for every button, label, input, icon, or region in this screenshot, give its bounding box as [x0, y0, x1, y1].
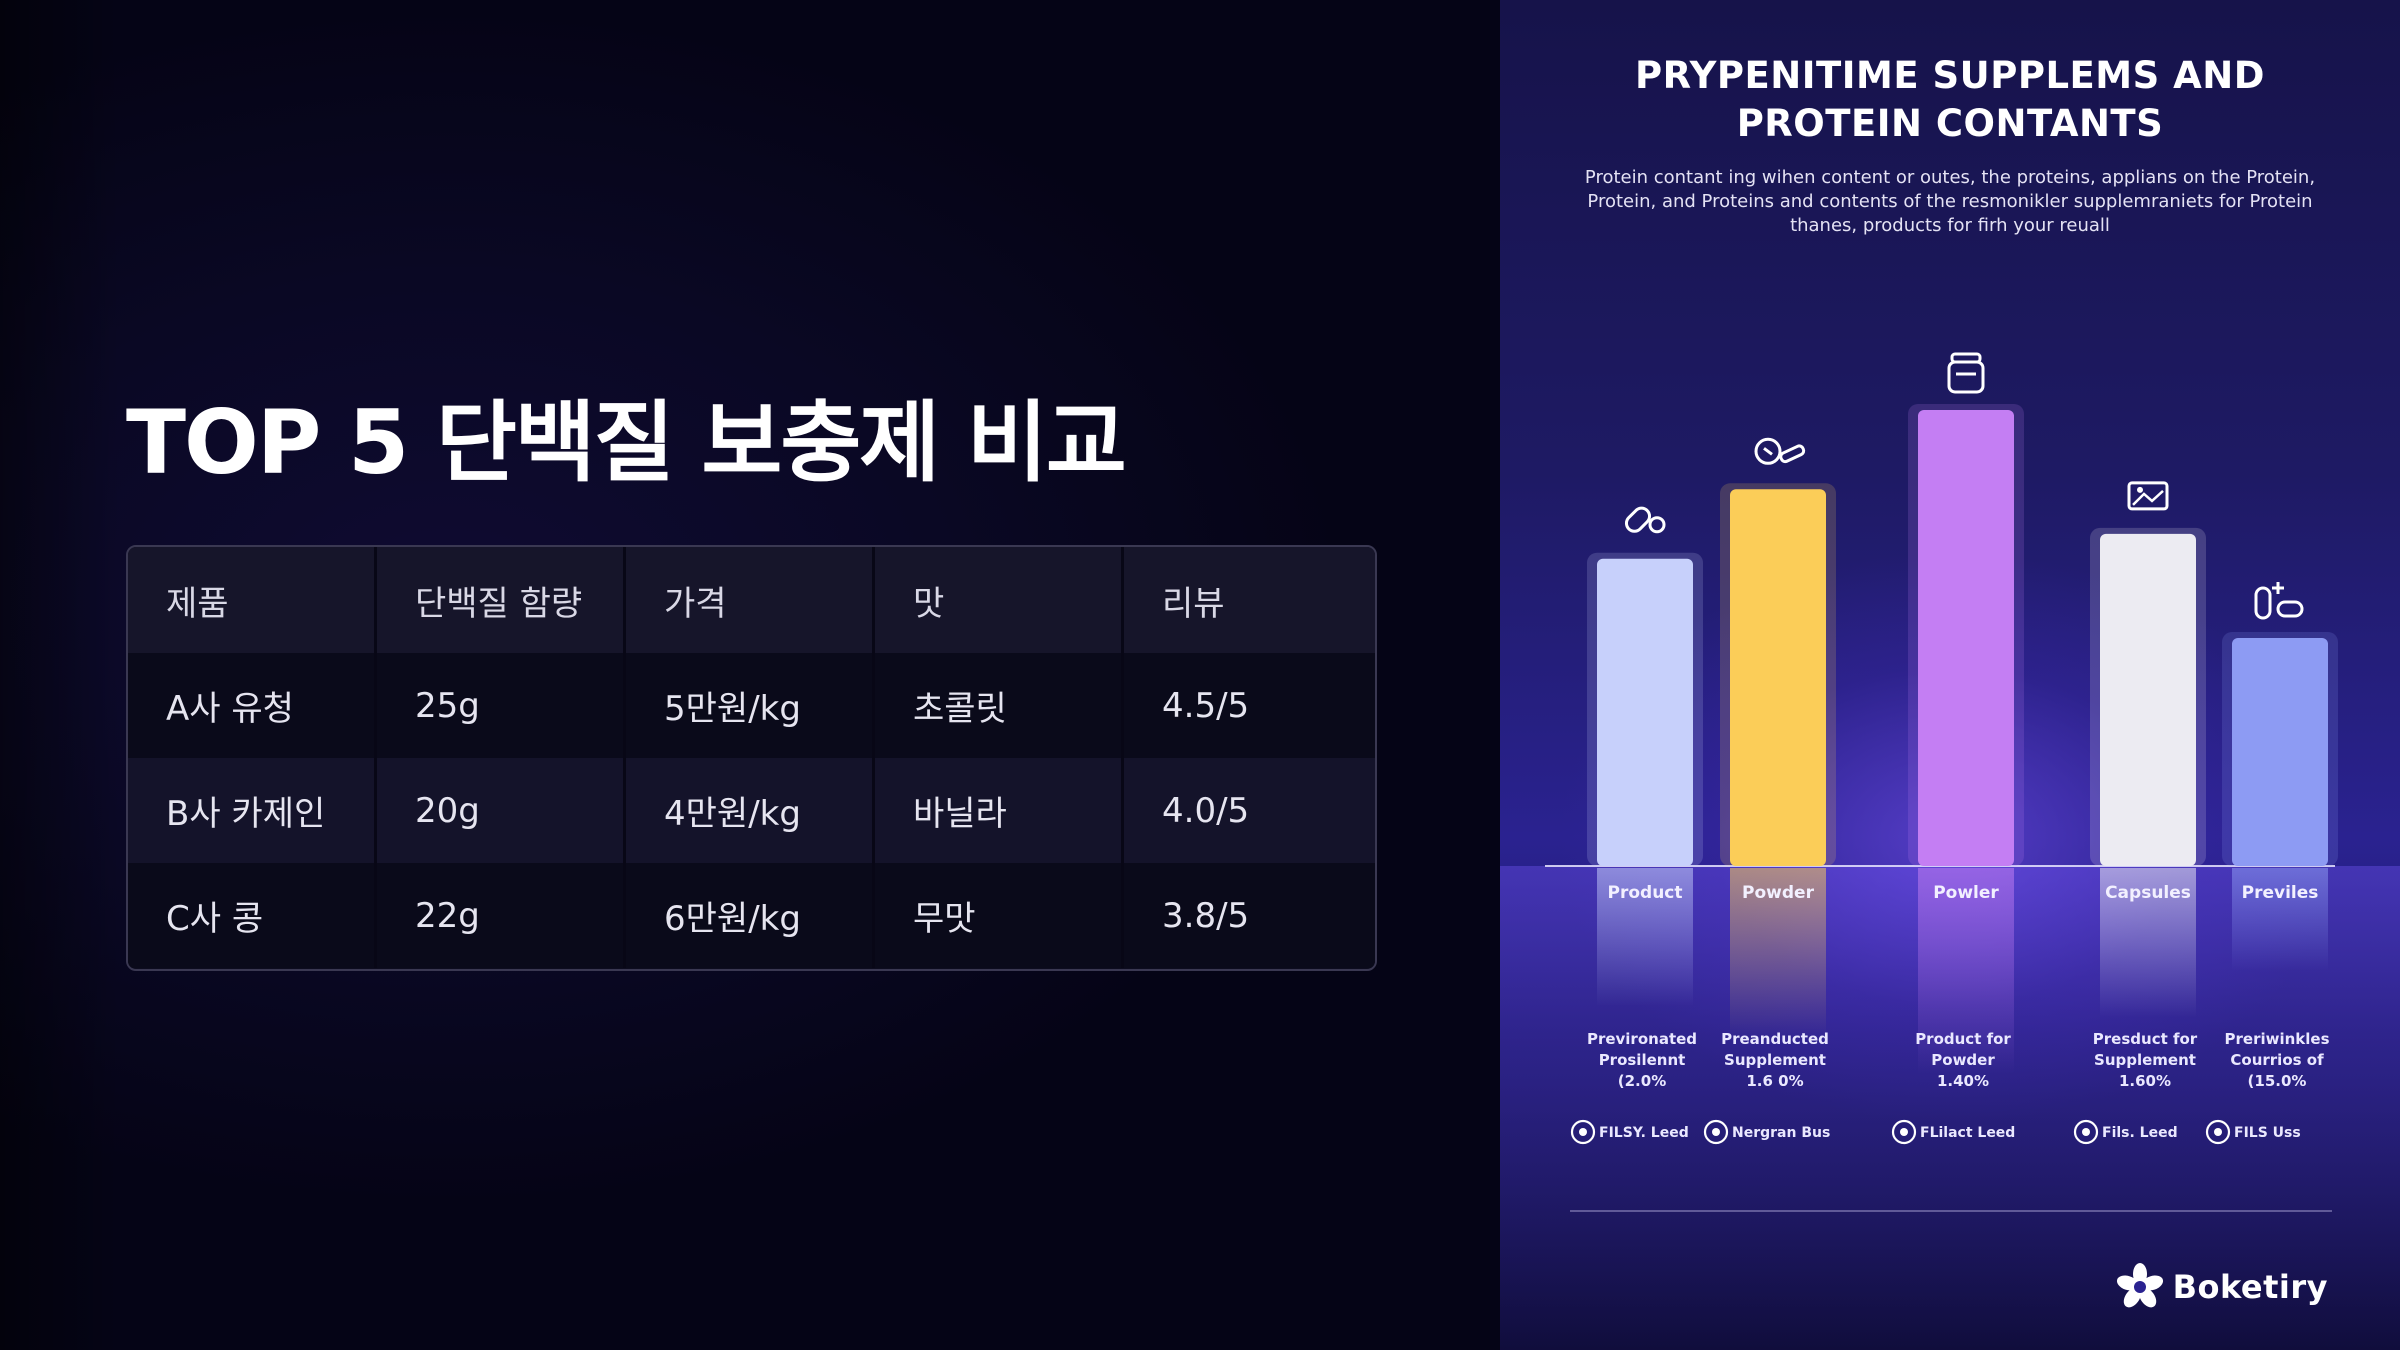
- flower-logo-icon: [2116, 1263, 2163, 1308]
- protein-bar-chart: Product Previronated Prosilennt (2.0% FILSY.…: [1545, 352, 2338, 1145]
- table-cell: 22g: [377, 863, 626, 968]
- table-cell: 6만원/kg: [626, 863, 875, 968]
- bar-reflection: [2232, 868, 2328, 971]
- table-cell: 20g: [377, 758, 626, 863]
- leaf-badge-icon: [2073, 1119, 2099, 1145]
- bar-description: 1.60%: [2119, 1072, 2171, 1090]
- bar-description: Prosilennt: [1599, 1051, 1686, 1069]
- bar-description: (2.0%: [1618, 1072, 1666, 1090]
- table-cell: 무맛: [875, 863, 1124, 968]
- category-label: Capsules: [2105, 883, 2191, 903]
- table-cell: 4만원/kg: [626, 758, 875, 863]
- footnote-label: FILSY. Leed: [1599, 1125, 1689, 1141]
- bottom-divider: [1570, 1210, 2332, 1212]
- comparison-table: 제품 단백질 함량 가격 맛 리뷰 A사 유청 25g 5만원/kg 초콜릿 4…: [126, 545, 1377, 971]
- bar-description: Supplement: [1724, 1051, 1826, 1069]
- table-row: C사 콩 22g 6만원/kg 무맛 3.8/5: [128, 863, 1375, 968]
- infographic-title-line: PRYPENITIME SUPPLEMS AND: [1635, 54, 2265, 97]
- protein-jar-icon: [1947, 352, 1985, 394]
- table-cell: C사 콩: [128, 863, 377, 968]
- box-badge-icon: [2205, 1119, 2231, 1145]
- table-header-row: 제품 단백질 함량 가격 맛 리뷰: [128, 547, 1375, 653]
- category-label: Previles: [2242, 883, 2319, 903]
- table-cell: 3.8/5: [1162, 895, 1250, 936]
- bar-reflection: [2100, 868, 2196, 1018]
- category-label: Powder: [1742, 883, 1815, 903]
- bar-description: Courrios of: [2230, 1051, 2324, 1069]
- chart-bar: [1918, 410, 2014, 866]
- table-cell: 바닐라: [875, 758, 1124, 863]
- bar-description: 1.40%: [1937, 1072, 1989, 1090]
- user-icon: [1703, 1119, 1729, 1145]
- pill-icon: [1624, 506, 1666, 534]
- footnote-label: Fils. Leed: [2102, 1125, 2178, 1141]
- table-header-cell: 제품: [128, 547, 377, 653]
- table-cell: 4.0/5: [1162, 790, 1250, 831]
- category-label: Product: [1608, 883, 1683, 903]
- table-header-cell: 단백질 함량: [377, 547, 626, 653]
- add-pill-icon: [2254, 582, 2304, 620]
- footnote-label: FLilact Leed: [1920, 1125, 2015, 1141]
- table-row: A사 유청 25g 5만원/kg 초콜릿 4.5/5: [128, 653, 1375, 758]
- footnote-label: Nergran Bus: [1732, 1125, 1830, 1141]
- table-cell: 25g: [377, 653, 626, 758]
- bar-reflection: [1730, 868, 1826, 1038]
- bar-description: Previronated: [1587, 1030, 1697, 1048]
- brand-logo: Boketiry: [2115, 1262, 2328, 1312]
- category-label: Powler: [1933, 883, 1999, 903]
- infographic-subtitle: Protein contant ing wihen content or out…: [1584, 167, 2316, 236]
- image-frame-icon: [2127, 481, 2169, 511]
- bar-reflection: [1918, 868, 2014, 1074]
- bar-description: Powder: [1931, 1051, 1995, 1069]
- bar-description: (15.0%: [2248, 1072, 2307, 1090]
- table-header-cell: 가격: [626, 547, 875, 653]
- table-cell: 4.5/5: [1162, 685, 1250, 726]
- chart-bar: [2232, 638, 2328, 866]
- bar-description: Preanducted: [1721, 1030, 1829, 1048]
- measuring-cup-icon: [1754, 437, 1806, 465]
- table-cell: 초콜릿: [875, 653, 1124, 758]
- chart-bar: [2100, 533, 2196, 866]
- footnote-label: FILS Uss: [2234, 1125, 2301, 1141]
- left-panel: TOP 5 단백질 보충제 비교 제품 단백질 함량 가격 맛 리뷰 A사 유청…: [0, 0, 1500, 1350]
- table-cell: 5만원/kg: [626, 653, 875, 758]
- star-badge-icon: [1891, 1119, 1917, 1145]
- infographic-title: PRYPENITIME SUPPLEMS AND PROTEIN CONTANT…: [1500, 52, 2400, 148]
- table-row: B사 카제인 20g 4만원/kg 바닐라 4.0/5: [128, 758, 1375, 863]
- table-header-cell: 리뷰: [1162, 583, 1225, 624]
- bar-description: Product for: [1915, 1030, 2011, 1048]
- table-header-cell: 맛: [875, 547, 1124, 653]
- chart-bar: [1597, 558, 1693, 866]
- bar-reflection: [1597, 868, 1693, 1007]
- bar-description: Presduct for: [2093, 1030, 2198, 1048]
- infographic-panel: PRYPENITIME SUPPLEMS AND PROTEIN CONTANT…: [1500, 0, 2400, 1350]
- table-cell: B사 카제인: [128, 758, 377, 863]
- bar-description: 1.6 0%: [1746, 1072, 1803, 1090]
- brand-name: Boketiry: [2172, 1268, 2328, 1306]
- slide-title: TOP 5 단백질 보충제 비교: [126, 391, 1127, 494]
- shield-icon: [1570, 1119, 1596, 1145]
- infographic-title-line: PROTEIN CONTANTS: [1736, 102, 2164, 145]
- bar-description: Supplement: [2094, 1051, 2196, 1069]
- table-cell: A사 유청: [128, 653, 377, 758]
- chart-bar: [1730, 489, 1826, 866]
- bar-description: Preriwinkles: [2225, 1030, 2330, 1048]
